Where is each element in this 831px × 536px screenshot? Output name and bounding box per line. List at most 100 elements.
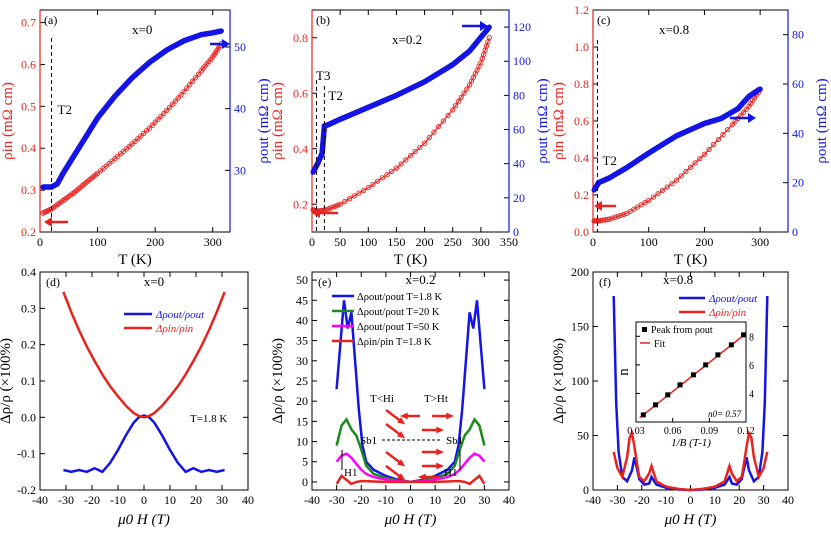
legend-label: Δρin/ρin <box>708 307 747 319</box>
data-point <box>421 79 428 85</box>
series-line <box>335 452 486 484</box>
x-tick-label: 0 <box>309 235 315 249</box>
inset-data-point <box>653 402 659 408</box>
spin-arrow-head <box>397 473 406 481</box>
y-tick-label: 0.6 <box>21 57 36 71</box>
inset-data-point <box>715 352 721 358</box>
spin-arrow-head <box>397 459 406 467</box>
series-line <box>335 474 486 486</box>
y-tick-label: 0.5 <box>21 99 36 113</box>
y-tick-label: 35 <box>296 334 308 348</box>
legend-label: Δρout/ρout T=50 K <box>357 322 440 333</box>
data-point <box>669 180 675 187</box>
data-point <box>740 109 747 116</box>
x-tick-label: 0 <box>37 235 43 249</box>
data-point <box>615 213 621 219</box>
y-tick-label: 60 <box>513 123 525 137</box>
data-point <box>365 184 371 191</box>
data-point <box>612 214 618 220</box>
y-tick-label: 45 <box>296 293 308 307</box>
data-point <box>724 126 731 133</box>
inset-x-tick-label: 0.12 <box>737 426 755 437</box>
x-tick-label: 40 <box>242 493 254 507</box>
data-point <box>678 173 684 179</box>
x-axis-label: T (K) <box>674 252 707 268</box>
x-tick-label: 250 <box>444 235 462 249</box>
panel-c: 0 100 200 300 0.0 0.2 0.4 0.6 0.8 1.0 1.2 0 20 40 60 80… <box>551 3 830 268</box>
legend-label: Δρout/ρout T=20 K <box>357 307 440 318</box>
y-tick-label: 0.2 <box>574 188 589 202</box>
y-tick-label: -0.2 <box>17 483 36 497</box>
data-point <box>379 98 385 104</box>
legend-label: Δρin/ρin <box>155 323 194 335</box>
data-point <box>426 134 432 141</box>
data-point <box>683 168 689 175</box>
data-point <box>337 201 343 207</box>
y-tick-label: -0.1 <box>17 447 36 461</box>
data-point <box>152 119 158 125</box>
data-point <box>328 205 334 211</box>
data-point <box>335 202 341 208</box>
y-tick-label: 0.7 <box>21 16 36 30</box>
x-tick-label: 100 <box>359 235 377 249</box>
x-tick-label: -30 <box>58 493 74 507</box>
data-point <box>337 116 343 122</box>
y-tick-label: 20 <box>792 176 804 190</box>
x-tick-label: 10 <box>164 493 176 507</box>
data-point <box>342 114 348 120</box>
data-point <box>389 168 395 175</box>
transition-label: T2 <box>602 153 616 168</box>
x-tick-label: 350 <box>500 235 518 249</box>
y-tick-label: 50 <box>577 429 589 443</box>
x-tick-label: 200 <box>146 235 164 249</box>
data-point <box>109 97 115 103</box>
y-tick-label: 0.2 <box>293 197 308 211</box>
composition-label: x=0.8 <box>663 272 693 287</box>
x-tick-label: -30 <box>329 493 345 507</box>
series-line <box>594 89 761 222</box>
data-point <box>319 150 325 157</box>
inset-legend-label: Peak from ρout <box>651 325 713 336</box>
data-point <box>356 108 362 114</box>
series-line <box>42 43 222 214</box>
inset-data-point <box>728 342 734 348</box>
data-point <box>140 130 147 137</box>
x-tick-label: 20 <box>454 493 466 507</box>
axis-arrow-left-head <box>594 201 602 211</box>
y-tick-label: 0 <box>792 225 798 239</box>
y-tick-label: 80 <box>513 88 525 102</box>
data-point <box>346 196 353 202</box>
y-tick-label: 0.4 <box>574 151 589 165</box>
panel-label: (d) <box>46 275 60 289</box>
spin-arrow-head <box>436 426 444 434</box>
y-tick-label: 0.8 <box>293 31 308 45</box>
data-point <box>135 136 141 142</box>
data-point <box>609 215 616 221</box>
composition-label: x=0.8 <box>659 22 689 37</box>
inset-x-tick-label: 0.03 <box>627 426 645 437</box>
data-point <box>623 165 630 171</box>
y-left-label: ρin (mΩ cm) <box>551 82 567 160</box>
data-point <box>669 136 675 142</box>
data-point <box>360 106 367 112</box>
inset-y-label: n <box>616 368 632 376</box>
series-line <box>62 291 226 419</box>
data-point <box>697 155 703 162</box>
series-line <box>312 37 490 212</box>
data-point <box>650 147 656 153</box>
axis-arrow-right-head <box>222 39 230 49</box>
data-point <box>701 151 708 157</box>
x-tick-label: -10 <box>378 493 394 507</box>
data-point <box>384 96 390 102</box>
y-tick-label: 100 <box>571 374 589 388</box>
x-tick-label: 200 <box>416 235 434 249</box>
x-axis-label: μ0 H (T) <box>117 512 170 528</box>
data-point <box>461 90 467 96</box>
data-point <box>375 178 381 184</box>
data-point <box>218 28 224 34</box>
x-tick-label: 0 <box>688 493 694 507</box>
field-label: H1 <box>444 467 457 479</box>
y-tick-label: 0.4 <box>21 141 36 155</box>
y-axis-label: Δρ/ρ (×100%) <box>0 338 14 424</box>
data-point <box>146 125 153 131</box>
